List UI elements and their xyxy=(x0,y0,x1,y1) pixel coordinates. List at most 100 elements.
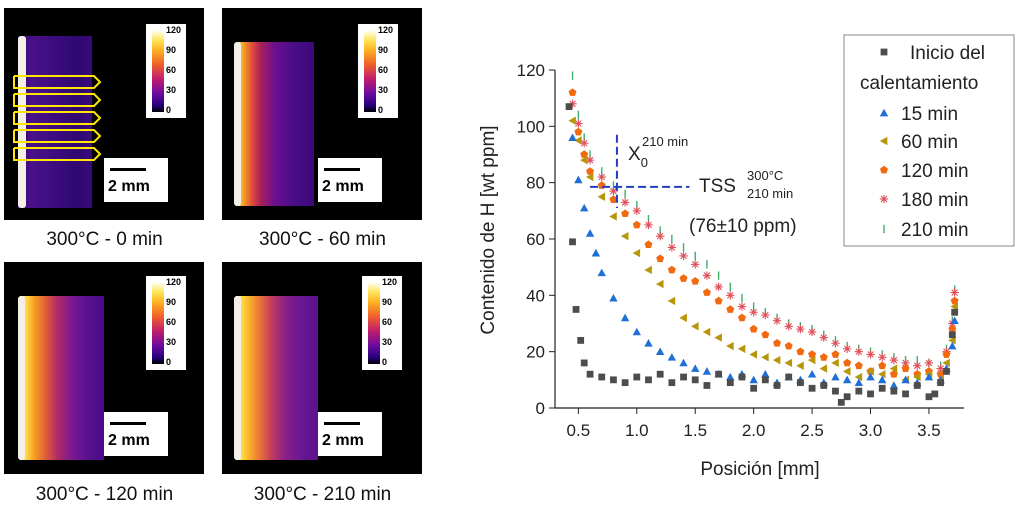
colorbar-tick: 30 xyxy=(166,337,177,347)
data-point xyxy=(565,103,573,111)
data-point xyxy=(761,353,769,362)
data-point xyxy=(931,390,939,398)
data-point xyxy=(837,398,845,406)
data-point xyxy=(644,220,653,230)
data-point xyxy=(726,291,735,300)
data-point xyxy=(773,339,782,347)
data-point xyxy=(902,390,909,398)
data-point xyxy=(620,231,629,241)
data-point xyxy=(586,167,595,175)
data-point xyxy=(854,361,863,370)
data-point xyxy=(890,387,898,395)
data-point xyxy=(591,248,601,257)
x-tick-label: 3.5 xyxy=(917,421,941,440)
data-point xyxy=(620,313,630,322)
data-point xyxy=(656,254,665,263)
data-point xyxy=(785,373,793,381)
data-point xyxy=(950,316,959,325)
data-point xyxy=(854,378,864,387)
data-point xyxy=(715,370,722,378)
data-point xyxy=(878,384,886,392)
data-point xyxy=(808,350,817,358)
tss-superscript: 300°C xyxy=(747,168,783,183)
y-tick-label: 100 xyxy=(517,117,545,136)
colorbar-tick: 60 xyxy=(166,65,177,75)
data-point xyxy=(668,379,676,387)
x0-superscript: 210 min xyxy=(642,134,688,149)
data-point xyxy=(621,379,629,387)
data-point xyxy=(569,238,576,246)
data-point xyxy=(942,358,950,368)
data-point xyxy=(726,379,734,387)
data-point xyxy=(597,192,606,201)
panel-caption: 300°C - 120 min xyxy=(35,484,174,505)
data-point xyxy=(691,322,699,331)
data-point xyxy=(703,382,711,389)
y-tick-label: 0 xyxy=(536,399,545,418)
data-point xyxy=(726,341,734,351)
legend-label-inicio: Inicio del xyxy=(910,43,985,64)
data-point xyxy=(667,265,676,274)
colorbar-tick: 30 xyxy=(166,85,177,95)
data-point xyxy=(942,350,951,358)
x0-label: X0 xyxy=(628,144,648,170)
scale-bar-label: 2 mm xyxy=(108,432,150,449)
data-point xyxy=(797,379,804,387)
colorbar-tick: 60 xyxy=(382,317,393,327)
scale-bar-label: 2 mm xyxy=(322,178,364,195)
colorbar-tick: 0 xyxy=(166,357,172,367)
legend-marker-m60 xyxy=(879,136,888,146)
data-point xyxy=(948,341,957,350)
data-point xyxy=(679,358,688,367)
colorbar-tick: 120 xyxy=(378,25,394,35)
data-point xyxy=(621,209,630,218)
y-tick-label: 80 xyxy=(526,174,545,193)
legend-frame xyxy=(843,34,1015,247)
data-point xyxy=(633,373,641,381)
data-point xyxy=(737,302,747,311)
data-point xyxy=(644,265,652,275)
data-point xyxy=(726,305,735,313)
data-point xyxy=(948,324,957,333)
data-point xyxy=(831,339,840,348)
data-point xyxy=(568,133,577,141)
data-point xyxy=(644,339,653,347)
data-point xyxy=(702,327,711,337)
data-point xyxy=(749,308,758,317)
data-point xyxy=(691,364,700,372)
sample-map xyxy=(236,42,314,206)
data-point xyxy=(679,251,688,261)
tss-annotation: X0 210 min TSS 300°C 210 min (76±10 ppm) xyxy=(628,134,797,237)
colorbar-tick: 30 xyxy=(378,85,389,95)
data-point xyxy=(702,367,712,375)
data-point xyxy=(572,306,580,313)
data-point xyxy=(574,175,583,184)
data-point xyxy=(609,186,618,196)
data-point xyxy=(866,372,875,381)
data-point xyxy=(761,330,770,339)
data-point xyxy=(738,373,746,381)
data-point xyxy=(702,271,712,280)
data-point xyxy=(820,382,828,389)
colorbar-tick: 0 xyxy=(166,105,172,115)
data-point xyxy=(901,364,910,372)
tss-label: TSS xyxy=(699,176,736,197)
panel-caption: 300°C - 210 min xyxy=(253,484,392,505)
y-tick-label: 20 xyxy=(526,343,545,362)
data-point xyxy=(889,364,898,373)
data-point xyxy=(901,375,910,384)
colorbar-tick: 0 xyxy=(378,105,384,115)
scale-bar-label: 2 mm xyxy=(322,432,364,449)
colorbar: 120 90 60 30 0 xyxy=(146,276,186,370)
sample-map xyxy=(18,36,92,208)
scale-bar: 2 mm xyxy=(318,158,382,202)
data-point xyxy=(737,344,746,354)
data-point xyxy=(679,313,687,323)
data-point xyxy=(889,381,899,389)
x-tick-label: 1.0 xyxy=(625,421,649,440)
data-point xyxy=(924,372,934,381)
data-point xyxy=(796,347,805,356)
data-point xyxy=(580,203,589,212)
x-tick-label: 0.5 xyxy=(567,421,591,440)
data-point xyxy=(878,353,887,362)
